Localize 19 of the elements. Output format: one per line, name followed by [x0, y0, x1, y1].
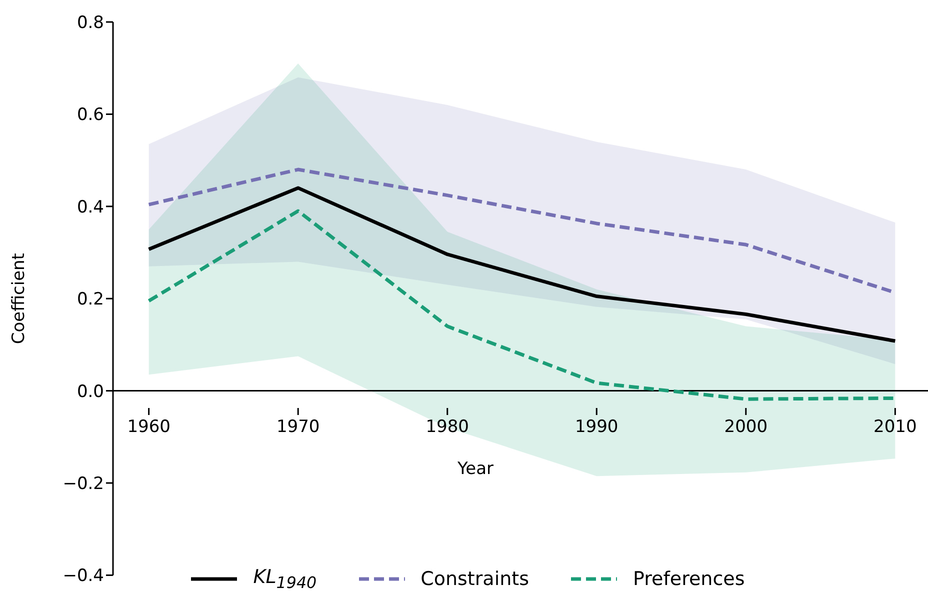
- y-tick-label: −0.2: [62, 474, 104, 494]
- legend-label: Constraints: [420, 568, 529, 590]
- line-series: [147, 186, 897, 343]
- y-tick-label: 0.4: [76, 197, 104, 218]
- x-tick-label: 2000: [724, 417, 768, 437]
- y-tick-label: 0.8: [76, 13, 104, 34]
- y-tick-label: 0.6: [76, 105, 104, 126]
- y-axis-title: Coefficient: [9, 252, 30, 344]
- x-tick-label: 1970: [276, 417, 320, 437]
- y-tick-label: −0.4: [62, 566, 104, 586]
- x-tick-label: 1990: [574, 417, 618, 437]
- legend-label: Preferences: [633, 568, 745, 590]
- y-tick-label: 0.2: [76, 290, 104, 310]
- x-tick-label: 1980: [426, 417, 469, 437]
- x-tick-label: 2010: [874, 417, 917, 437]
- x-tick-label: 1960: [127, 417, 170, 437]
- legend-label: KL$_{1940}$: [253, 566, 317, 592]
- y-tick-label: 0.0: [76, 382, 104, 402]
- x-axis-title: Year: [456, 459, 494, 479]
